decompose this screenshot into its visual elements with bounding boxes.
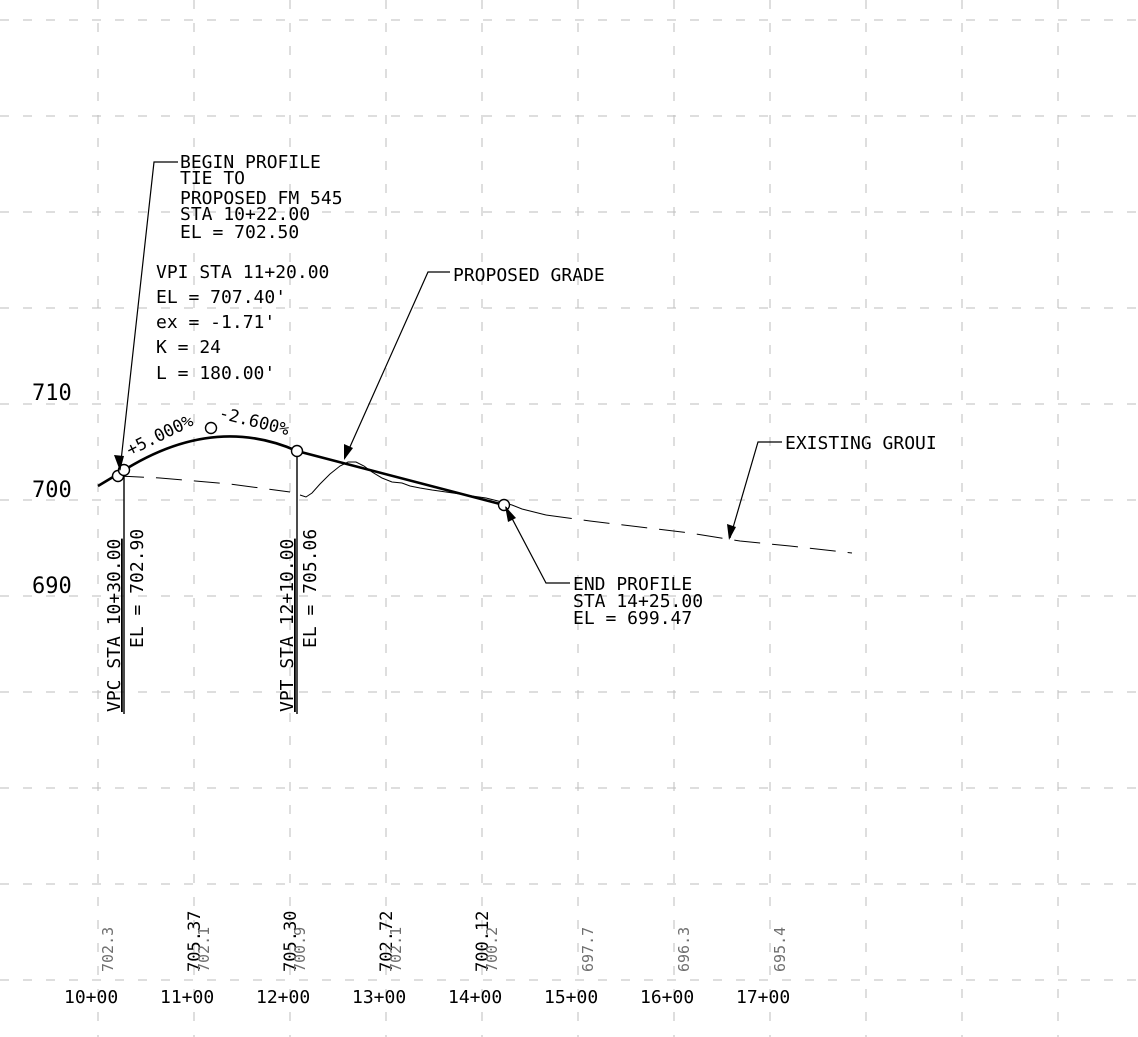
begin-profile-callout: BEGIN PROFILE TIE TO PROPOSED FM 545 STA… xyxy=(114,152,343,471)
station-label: 17+00 xyxy=(736,987,790,1008)
vpt-elevation-label: EL = 705.06 xyxy=(300,529,321,648)
begin-profile-line: PROPOSED FM 545 xyxy=(180,188,343,209)
begin-profile-line: EL = 702.50 xyxy=(180,222,299,243)
vpi-line: K = 24 xyxy=(156,337,221,358)
end-profile-callout: END PROFILE STA 14+25.00 EL = 699.47 xyxy=(505,506,703,629)
station-label: 13+00 xyxy=(352,987,406,1008)
existing-elevation-value: 695.4 xyxy=(771,927,789,972)
proposed-grade-label: PROPOSED GRADE xyxy=(453,265,605,286)
begin-profile-line: TIE TO xyxy=(180,168,245,189)
vpi-line: EL = 707.40' xyxy=(156,287,286,308)
proposed-elevation-value: 705.37 xyxy=(185,911,205,972)
vpi-line: VPI STA 11+20.00 xyxy=(156,262,329,283)
bottom-proposed-values: 705.37 705.30 702.72 700.12 xyxy=(185,911,493,972)
elevation-label-710: 710 xyxy=(32,381,72,406)
proposed-elevation-value: 700.12 xyxy=(473,911,493,972)
end-profile-line: END PROFILE xyxy=(573,574,692,595)
station-label: 14+00 xyxy=(448,987,502,1008)
existing-elevation-value: 702.3 xyxy=(99,927,117,972)
elevation-labels: 710 700 690 xyxy=(32,381,72,599)
vpi-data-block: VPI STA 11+20.00 EL = 707.40' ex = -1.71… xyxy=(156,262,329,384)
end-profile-line: EL = 699.47 xyxy=(573,608,692,629)
end-profile-line: STA 14+25.00 xyxy=(573,591,703,612)
vpi-line: ex = -1.71' xyxy=(156,312,275,333)
vpc-point-circle xyxy=(117,463,131,477)
grade-in-label: +5.000% xyxy=(123,411,196,460)
vpt-annotation: VPT STA 12+10.00 EL = 705.06 xyxy=(277,456,321,714)
vpi-line: L = 180.00' xyxy=(156,363,275,384)
elevation-label-700: 700 xyxy=(32,478,72,503)
existing-elevation-value: 702.1 xyxy=(195,927,213,972)
existing-elevation-value: 700.2 xyxy=(483,927,501,972)
station-label: 10+00 xyxy=(64,987,118,1008)
vpt-station-label: VPT STA 12+10.00 xyxy=(277,539,298,712)
begin-profile-line: STA 10+22.00 xyxy=(180,204,310,225)
existing-ground-line xyxy=(117,461,853,554)
existing-ground-label: EXISTING GROUI xyxy=(785,433,937,454)
proposed-elevation-value: 702.72 xyxy=(377,911,397,972)
station-label: 11+00 xyxy=(160,987,214,1008)
end-point-circle xyxy=(497,498,511,512)
existing-elevation-value: 702.1 xyxy=(387,927,405,972)
station-label: 15+00 xyxy=(544,987,598,1008)
grade-out-label: -2.600% xyxy=(217,403,291,440)
bottom-existing-values: 702.3 702.1 700.9 702.1 700.2 697.7 696.… xyxy=(99,927,789,972)
vpt-point-circle xyxy=(290,444,304,458)
proposed-grade-line xyxy=(97,435,505,507)
existing-elevation-value: 696.3 xyxy=(675,927,693,972)
existing-ground-callout: EXISTING GROUI xyxy=(727,433,937,540)
proposed-grade-callout: PROPOSED GRADE xyxy=(344,265,605,460)
vpc-annotation: VPC STA 10+30.00 EL = 702.90 xyxy=(104,476,148,714)
station-labels: 10+00 11+00 12+00 13+00 14+00 15+00 16+0… xyxy=(64,987,790,1008)
existing-elevation-value: 697.7 xyxy=(579,927,597,972)
vpi-point-circle xyxy=(204,421,218,435)
station-label: 16+00 xyxy=(640,987,694,1008)
existing-elevation-value: 700.9 xyxy=(291,927,309,972)
station-label: 12+00 xyxy=(256,987,310,1008)
vpc-elevation-label: EL = 702.90 xyxy=(127,529,148,648)
elevation-label-690: 690 xyxy=(32,574,72,599)
begin-profile-line: BEGIN PROFILE xyxy=(180,152,321,173)
proposed-elevation-value: 705.30 xyxy=(281,911,301,972)
vpc-station-label: VPC STA 10+30.00 xyxy=(104,539,125,712)
